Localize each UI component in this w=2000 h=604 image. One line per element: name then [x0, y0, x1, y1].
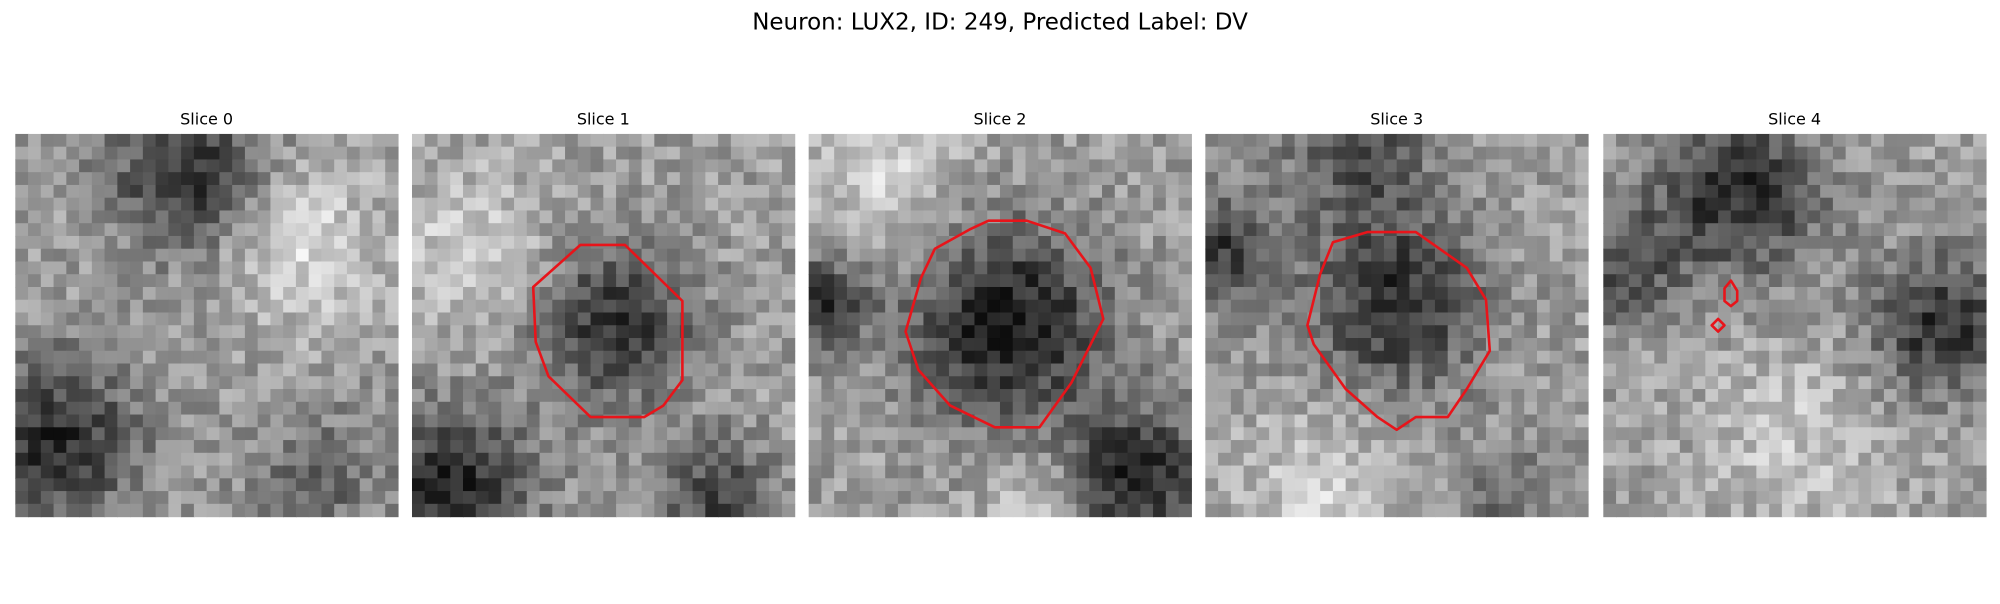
slice-panel: Slice 1 — [411, 109, 796, 518]
slice-panel: Slice 0 — [15, 109, 399, 518]
segmentation-contour — [1710, 317, 1726, 333]
slice-image — [15, 133, 399, 518]
slice-title: Slice 1 — [577, 109, 630, 128]
segmentation-contour — [1723, 279, 1739, 308]
segmentation-contour — [1306, 230, 1492, 432]
slice-title: Slice 3 — [1370, 109, 1423, 128]
slice-title: Slice 4 — [1768, 109, 1821, 128]
slice-panel: Slice 2 — [808, 109, 1192, 518]
slice-image — [808, 133, 1192, 518]
slice-panel: Slice 4 — [1603, 109, 1987, 518]
figure-title: Neuron: LUX2, ID: 249, Predicted Label: … — [752, 10, 1248, 36]
segmentation-contour — [531, 243, 684, 419]
slice-title: Slice 0 — [180, 109, 233, 128]
segmentation-contour — [904, 219, 1105, 429]
slice-image — [411, 133, 796, 518]
slice-title: Slice 2 — [974, 109, 1027, 128]
slice-image — [1205, 133, 1589, 518]
slice-image — [1603, 133, 1987, 518]
slice-panel: Slice 3 — [1205, 109, 1589, 518]
